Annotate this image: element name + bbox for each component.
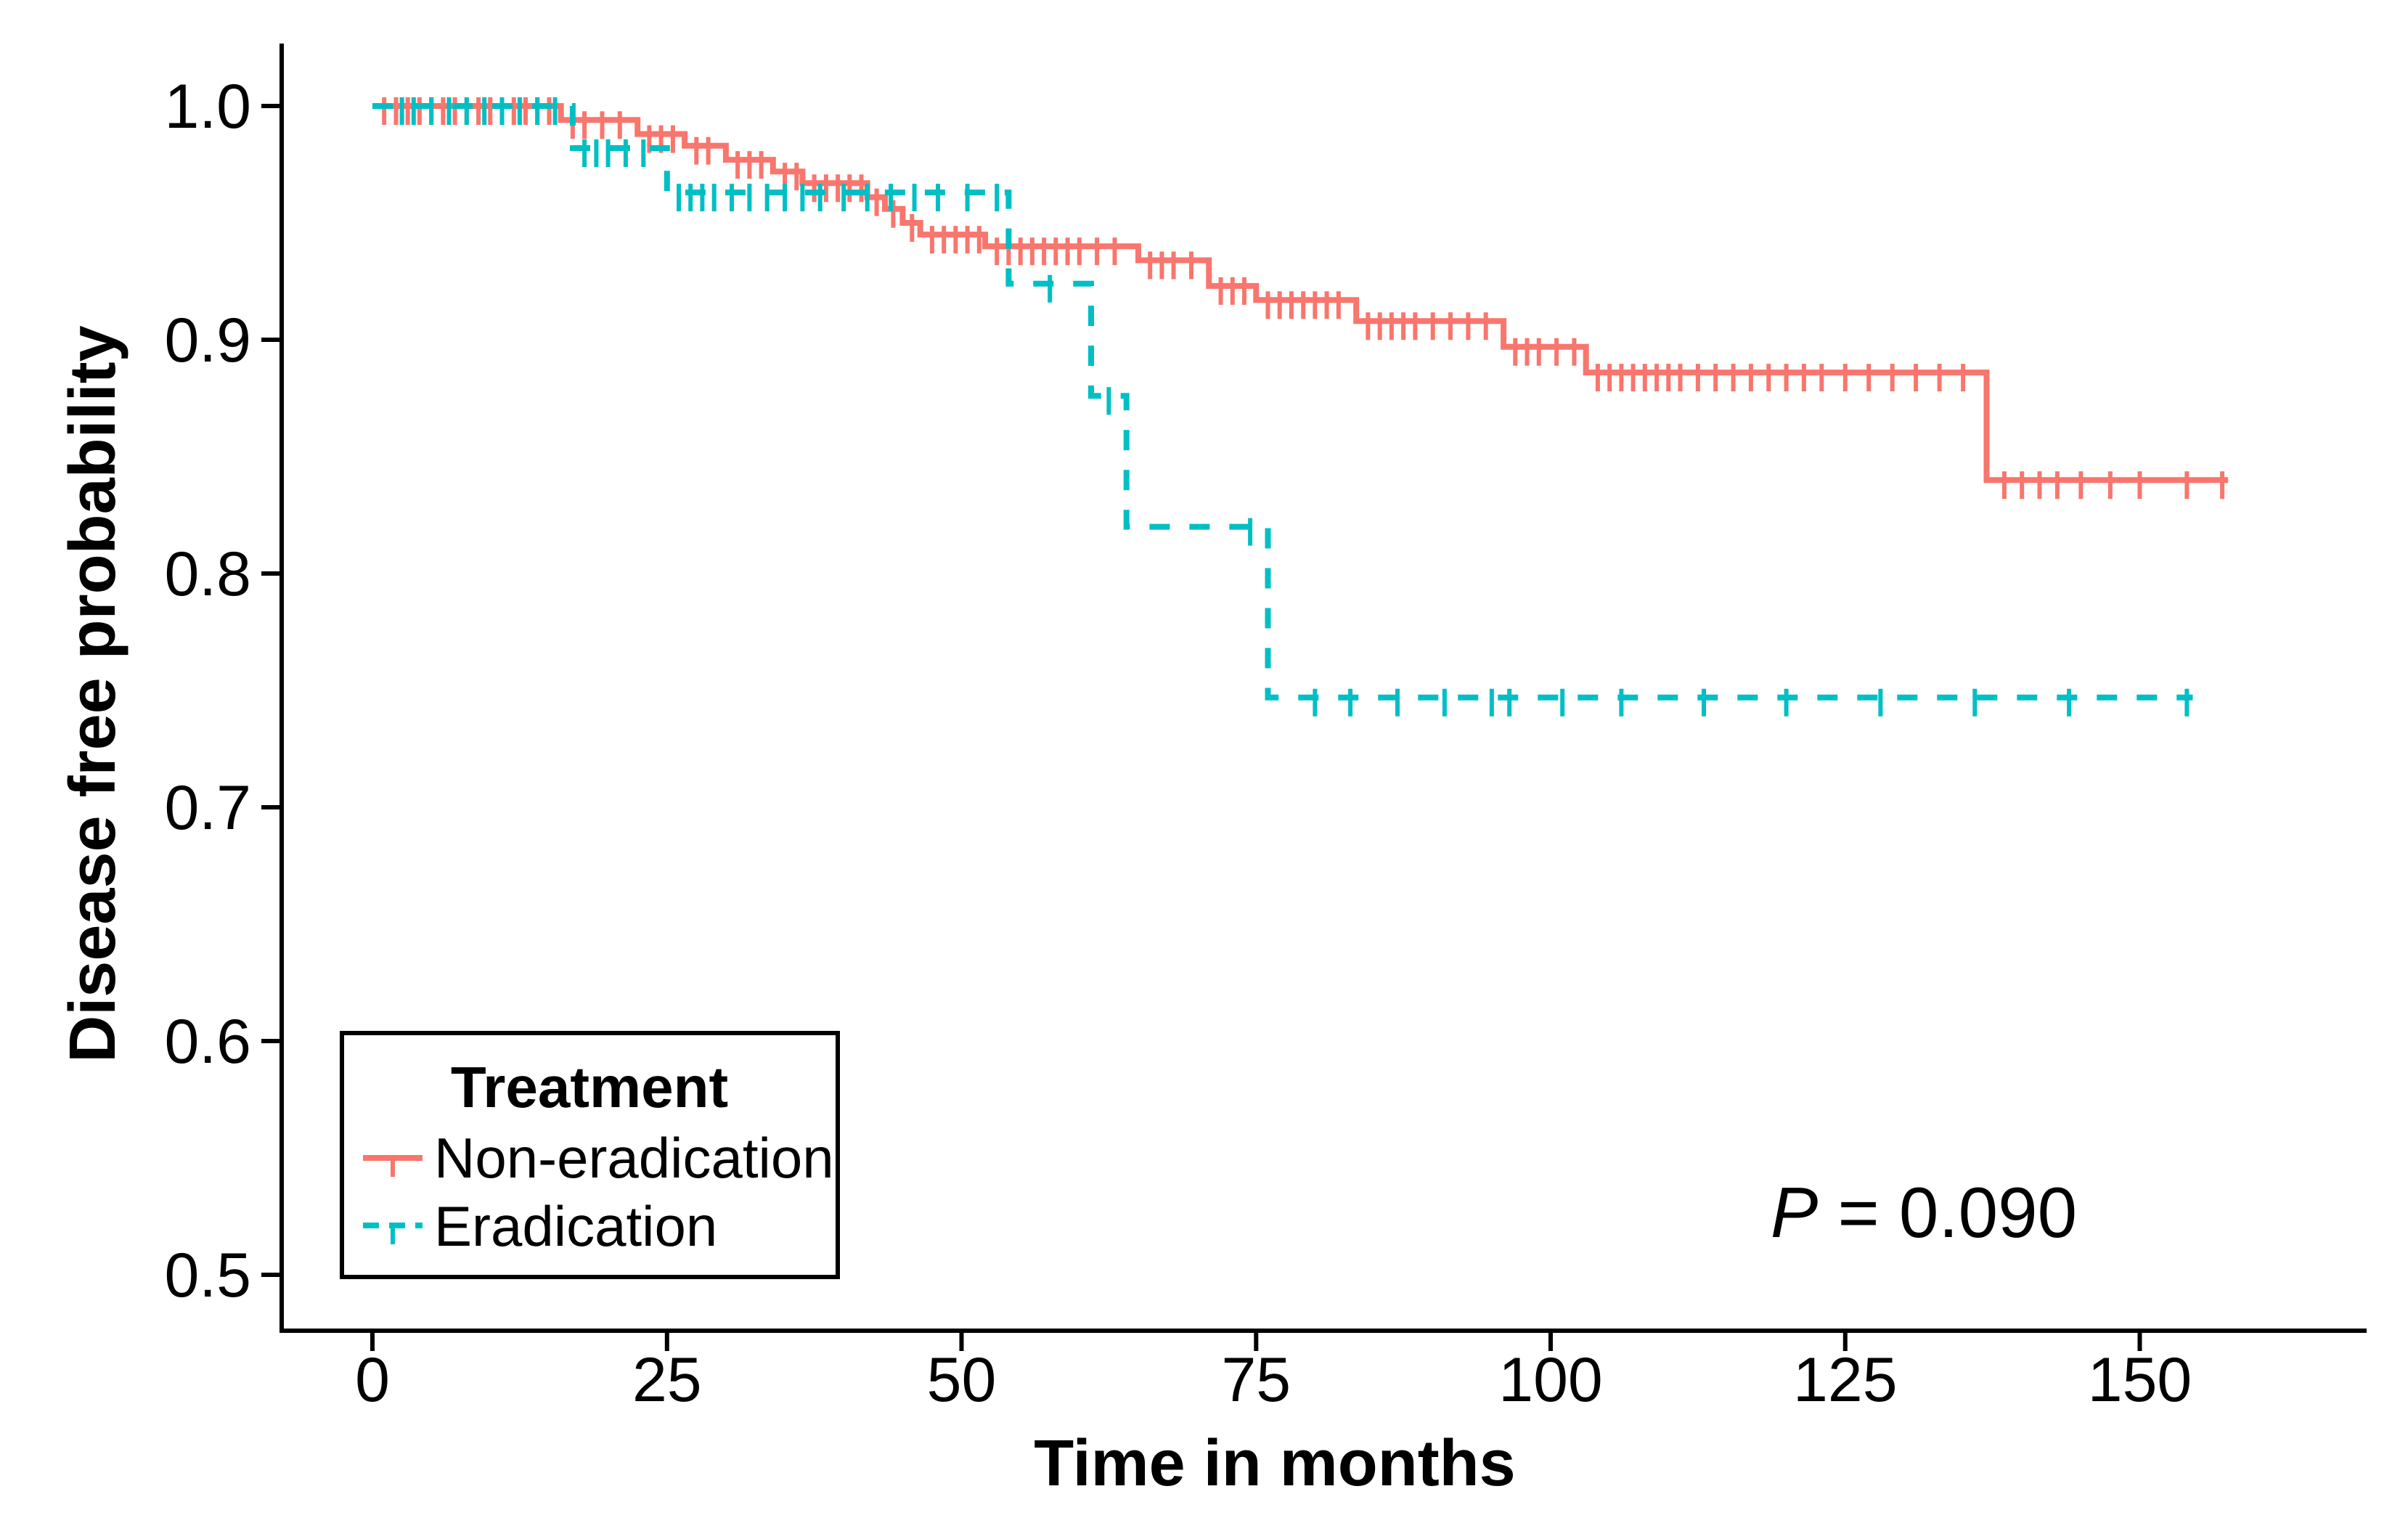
curve-non-eradication	[372, 103, 2229, 483]
curve-eradication	[372, 103, 2193, 701]
legend-label-eradication: Eradication	[434, 1194, 717, 1258]
x-tick-label-75: 75	[1221, 1345, 1291, 1415]
x-axis-title: Time in months	[1034, 1427, 1515, 1500]
series-eradication	[372, 97, 2193, 717]
survival-curves	[372, 97, 2229, 717]
axes: 1.0 0.9 0.8 0.7 0.6 0.5 0 25 50 75 100 125 150	[164, 44, 2367, 1415]
x-tick-label-50: 50	[927, 1345, 997, 1415]
x-tick-label-125: 125	[1793, 1345, 1898, 1415]
p-value-rest: = 0.090	[1818, 1172, 2077, 1252]
y-tick-label-0.6: 0.6	[164, 1007, 251, 1077]
p-value-annotation: P = 0.090	[1771, 1172, 2077, 1252]
p-value-symbol: P	[1771, 1172, 1818, 1252]
legend: Treatment Non-eradication Eradication	[340, 1031, 840, 1279]
legend-title: Treatment	[451, 1055, 728, 1119]
x-tick-label-0: 0	[355, 1345, 390, 1415]
y-tick-label-0.8: 0.8	[164, 539, 251, 609]
y-tick-label-0.9: 0.9	[164, 306, 251, 375]
x-tick-label-25: 25	[632, 1345, 702, 1415]
y-tick-label-1.0: 1.0	[164, 72, 251, 142]
y-axis-title: Disease free probability	[57, 325, 129, 1062]
legend-label-non-eradication: Non-eradication	[434, 1126, 834, 1190]
legend-box	[340, 1031, 840, 1279]
x-tick-label-150: 150	[2088, 1345, 2192, 1415]
y-tick-label-0.5: 0.5	[164, 1241, 251, 1310]
x-tick-label-100: 100	[1498, 1345, 1603, 1415]
series-non-eradication	[372, 97, 2229, 499]
y-tick-label-0.7: 0.7	[164, 773, 251, 843]
